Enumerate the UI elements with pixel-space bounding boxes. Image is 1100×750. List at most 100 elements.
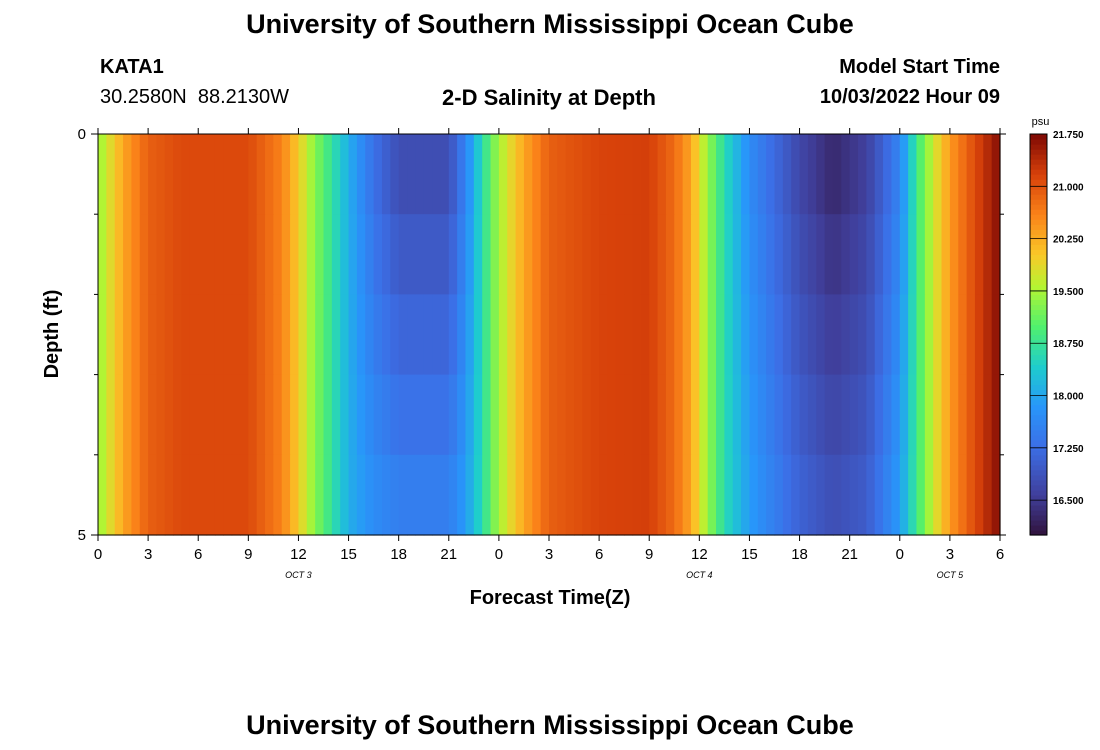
colorbar-units: psu bbox=[1032, 116, 1050, 128]
heatmap-cell bbox=[924, 214, 934, 295]
heatmap-cell bbox=[657, 214, 667, 295]
heatmap-cell bbox=[707, 454, 717, 536]
heatmap-cell bbox=[348, 374, 358, 456]
heatmap-cell bbox=[615, 214, 625, 295]
heatmap-cell bbox=[482, 134, 492, 215]
heatmap-cell bbox=[214, 134, 224, 215]
heatmap-cell bbox=[858, 214, 867, 295]
colorbar-segment bbox=[1030, 159, 1047, 165]
colorbar-segment bbox=[1030, 529, 1047, 536]
heatmap-cell bbox=[874, 374, 884, 456]
heatmap-cell bbox=[365, 294, 375, 376]
heatmap-cell bbox=[131, 214, 141, 295]
colorbar-segment bbox=[1030, 474, 1047, 481]
heatmap-cell bbox=[448, 454, 458, 536]
heatmap-cell bbox=[306, 374, 316, 456]
heatmap-cell bbox=[824, 454, 834, 536]
heatmap-cell bbox=[841, 214, 851, 295]
heatmap-cell bbox=[256, 214, 266, 295]
heatmap-cell bbox=[340, 134, 350, 215]
heatmap-cell bbox=[432, 454, 442, 536]
colorbar-segment bbox=[1030, 379, 1047, 386]
heatmap-cell bbox=[515, 214, 525, 295]
heatmap-cell bbox=[841, 134, 851, 215]
heatmap-cell bbox=[156, 374, 166, 456]
heatmap-cell bbox=[791, 454, 801, 536]
heatmap-cell bbox=[707, 374, 717, 456]
heatmap-cell bbox=[390, 454, 400, 536]
x-tick-label: 15 bbox=[741, 546, 758, 563]
heatmap-cell bbox=[557, 454, 567, 536]
colorbar-segment bbox=[1030, 449, 1047, 456]
heatmap-cell bbox=[198, 294, 208, 376]
heatmap-cell bbox=[716, 454, 725, 536]
heatmap-cell bbox=[373, 374, 383, 456]
heatmap-cell bbox=[599, 454, 609, 536]
colorbar-segment bbox=[1030, 414, 1047, 421]
heatmap-cell bbox=[290, 134, 300, 215]
heatmap-cell bbox=[231, 134, 241, 215]
heatmap-cell bbox=[557, 294, 567, 376]
heatmap-cell bbox=[206, 374, 216, 456]
x-tick-label: 3 bbox=[946, 546, 954, 563]
heatmap-cell bbox=[674, 134, 684, 215]
heatmap-cell bbox=[290, 454, 300, 536]
heatmap-cell bbox=[123, 134, 133, 215]
heatmap-cell bbox=[916, 134, 926, 215]
colorbar-segment bbox=[1030, 264, 1047, 270]
heatmap-cell bbox=[582, 214, 592, 295]
heatmap-cell bbox=[749, 454, 759, 536]
colorbar-segment bbox=[1030, 209, 1047, 215]
heatmap-cell bbox=[941, 454, 951, 536]
x-tick-label: 18 bbox=[390, 546, 407, 563]
heatmap-cell bbox=[858, 134, 867, 215]
heatmap-cell bbox=[924, 374, 934, 456]
heatmap-cell bbox=[540, 294, 550, 376]
date-label: OCT 3 bbox=[285, 570, 312, 580]
heatmap-cell bbox=[181, 374, 191, 456]
heatmap-cell bbox=[899, 294, 909, 376]
heatmap-cell bbox=[983, 374, 993, 456]
heatmap-cell bbox=[983, 454, 993, 536]
heatmap-cell bbox=[139, 134, 149, 215]
heatmap-cell bbox=[131, 134, 141, 215]
heatmap-cell bbox=[114, 454, 124, 536]
heatmap-cell bbox=[131, 374, 141, 456]
heatmap-cell bbox=[173, 214, 183, 295]
heatmap-cell bbox=[490, 374, 500, 456]
heatmap-cell bbox=[148, 294, 158, 376]
heatmap-cell bbox=[858, 294, 867, 376]
heatmap-cell bbox=[816, 294, 826, 376]
heatmap-cell bbox=[949, 214, 959, 295]
heatmap-cell bbox=[139, 374, 149, 456]
heatmap-cell bbox=[181, 214, 191, 295]
heatmap-cell bbox=[974, 214, 984, 295]
heatmap-cell bbox=[356, 294, 366, 376]
heatmap-cell bbox=[265, 454, 274, 536]
heatmap-cell bbox=[640, 374, 650, 456]
heatmap-cell bbox=[106, 214, 116, 295]
heatmap-cell bbox=[674, 454, 684, 536]
heatmap-cell bbox=[624, 214, 634, 295]
heatmap-cell bbox=[356, 454, 366, 536]
colorbar-segment bbox=[1030, 364, 1047, 371]
heatmap-cell bbox=[214, 294, 224, 376]
heatmap-cell bbox=[473, 294, 483, 376]
heatmap-cell bbox=[933, 134, 943, 215]
heatmap-cell bbox=[331, 214, 341, 295]
heatmap-cell bbox=[582, 454, 592, 536]
colorbar-segment bbox=[1030, 174, 1047, 180]
heatmap-cell bbox=[599, 374, 609, 456]
heatmap-cell bbox=[432, 374, 442, 456]
heatmap-cell bbox=[189, 454, 199, 536]
heatmap-cell bbox=[498, 134, 508, 215]
heatmap-cell bbox=[732, 454, 742, 536]
heatmap-cell bbox=[106, 134, 116, 215]
heatmap-cell bbox=[590, 214, 600, 295]
heatmap-cell bbox=[849, 134, 859, 215]
colorbar-segment bbox=[1030, 334, 1047, 341]
heatmap-cell bbox=[407, 294, 416, 376]
heatmap-cell bbox=[958, 374, 968, 456]
heatmap-cell bbox=[181, 454, 191, 536]
heatmap-cell bbox=[515, 294, 525, 376]
